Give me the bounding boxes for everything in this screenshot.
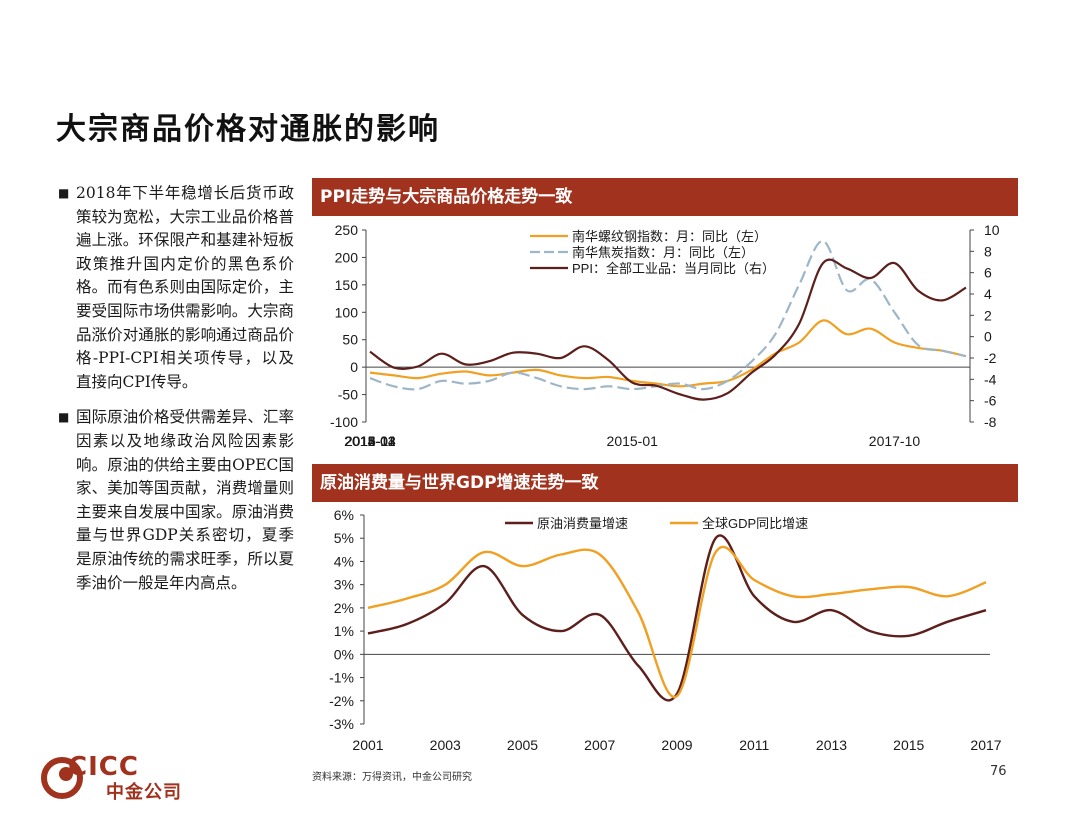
chart2-x-tick-label: 2007	[584, 737, 615, 753]
cicc-logo-icon	[41, 757, 83, 799]
chart2-x-tick-label: 2017	[970, 737, 1001, 753]
bullet-square-icon: ■	[58, 186, 70, 200]
chart1-legend-label: 南华螺纹钢指数：月：同比（左）	[572, 229, 767, 244]
source-note: 资料来源：万得资讯，中金公司研究	[312, 772, 472, 783]
chart1-x-tick-label: 2015-01	[607, 433, 659, 449]
chart1-x-tick-label: 2013-03	[344, 433, 396, 449]
chart1-right-tick-label: -8	[984, 414, 997, 430]
chart2-legend-label: 原油消费量增速	[537, 516, 628, 531]
chart1-left-tick-label: 100	[335, 304, 359, 320]
chart2-series-0-line	[367, 534, 987, 702]
chart2-legend-label: 全球GDP同比增速	[702, 516, 808, 531]
logo-text-en: CICC	[68, 752, 139, 782]
chart1-right-tick-label: -6	[984, 393, 997, 409]
bullet-text: 2018年下半年稳增长后货币政策较为宽松，大宗工业品价格普遍上涨。环保限产和基建…	[76, 184, 294, 391]
bullet-text: 国际原油价格受供需差异、汇率因素以及地缘政治风险因素影响。原油的供给主要由OPE…	[76, 408, 294, 592]
chart2-y-tick-label: 5%	[334, 530, 354, 546]
chart1-x-tick-label: 2012-04	[344, 433, 396, 449]
chart2-y-tick-label: 1%	[334, 623, 354, 639]
chart2-x-tick-label: 2009	[661, 737, 692, 753]
bullet-list: ■ 2018年下半年稳增长后货币政策较为宽松，大宗工业品价格普遍上涨。环保限产和…	[58, 182, 294, 607]
chart1-left-tick-label: -50	[338, 387, 358, 403]
chart1-x-tick-label: 2014-02	[344, 433, 396, 449]
chart2-x-tick-label: 2001	[352, 737, 383, 753]
chart1-right-tick-label: -2	[984, 350, 997, 366]
chart2-y-tick-label: 2%	[334, 600, 354, 616]
chart2-y-tick-label: -2%	[329, 693, 354, 709]
chart1-x-tick-label: 2017-10	[869, 433, 921, 449]
chart1-left-tick-label: 250	[335, 222, 359, 238]
list-item: ■ 2018年下半年稳增长后货币政策较为宽松，大宗工业品价格普遍上涨。环保限产和…	[58, 182, 294, 394]
chart1-left-tick-label: -100	[330, 414, 358, 430]
chart1-right-tick-label: 8	[984, 243, 992, 259]
chart1-left-tick-label: 50	[342, 332, 358, 348]
page-title: 大宗商品价格对通胀的影响	[56, 112, 440, 147]
chart2-x-tick-label: 2015	[893, 737, 924, 753]
chart1-legend-label: 南华焦炭指数：月：同比（左）	[572, 245, 754, 260]
chart1-right-tick-label: 6	[984, 265, 992, 281]
chart2-y-tick-label: 0%	[334, 646, 354, 662]
chart1-right-tick-label: 2	[984, 307, 992, 323]
chart2-y-tick-label: -1%	[329, 670, 354, 686]
chart1-right-tick-label: -4	[984, 371, 997, 387]
chart2-x-tick-label: 2005	[507, 737, 538, 753]
page-number: 76	[990, 764, 1007, 779]
chart2-y-tick-label: 4%	[334, 553, 354, 569]
chart1-series-2-line	[369, 258, 967, 401]
chart2-y-tick-label: 6%	[334, 507, 354, 523]
chart1-right-tick-label: 4	[984, 286, 992, 302]
bullet-square-icon: ■	[58, 410, 70, 425]
chart1-x-tick-label: 2015-12	[344, 433, 396, 449]
chart1-left-tick-label: 200	[335, 249, 359, 265]
chart2-y-tick-label: -3%	[329, 716, 354, 732]
list-item: ■ 国际原油价格受供需差异、汇率因素以及地缘政治风险因素影响。原油的供给主要由O…	[58, 406, 294, 595]
chart2-x-tick-label: 2013	[816, 737, 847, 753]
chart1-series-1-line	[369, 239, 967, 391]
chart1-left-tick-label: 150	[335, 277, 359, 293]
chart1-x-tick-label: 2016-11	[345, 433, 396, 449]
logo-text-cn: 中金公司	[106, 782, 182, 803]
chart1-legend-label: PPI：全部工业品：当月同比（右）	[572, 261, 775, 276]
chart2-x-tick-label: 2011	[739, 737, 769, 753]
chart2-x-tick-label: 2003	[430, 737, 461, 753]
chart2-title: 原油消费量与世界GDP增速走势一致	[312, 464, 1018, 502]
chart1-right-tick-label: 0	[984, 329, 992, 345]
chart1-series-0-line	[369, 319, 967, 388]
chart1-right-tick-label: 10	[984, 222, 1000, 238]
chart1-left-tick-label: 0	[350, 359, 358, 375]
chart2-y-tick-label: 3%	[334, 577, 354, 593]
chart1-title: PPI走势与大宗商品价格走势一致	[312, 178, 1018, 216]
chart2-series-1-line	[367, 545, 987, 699]
